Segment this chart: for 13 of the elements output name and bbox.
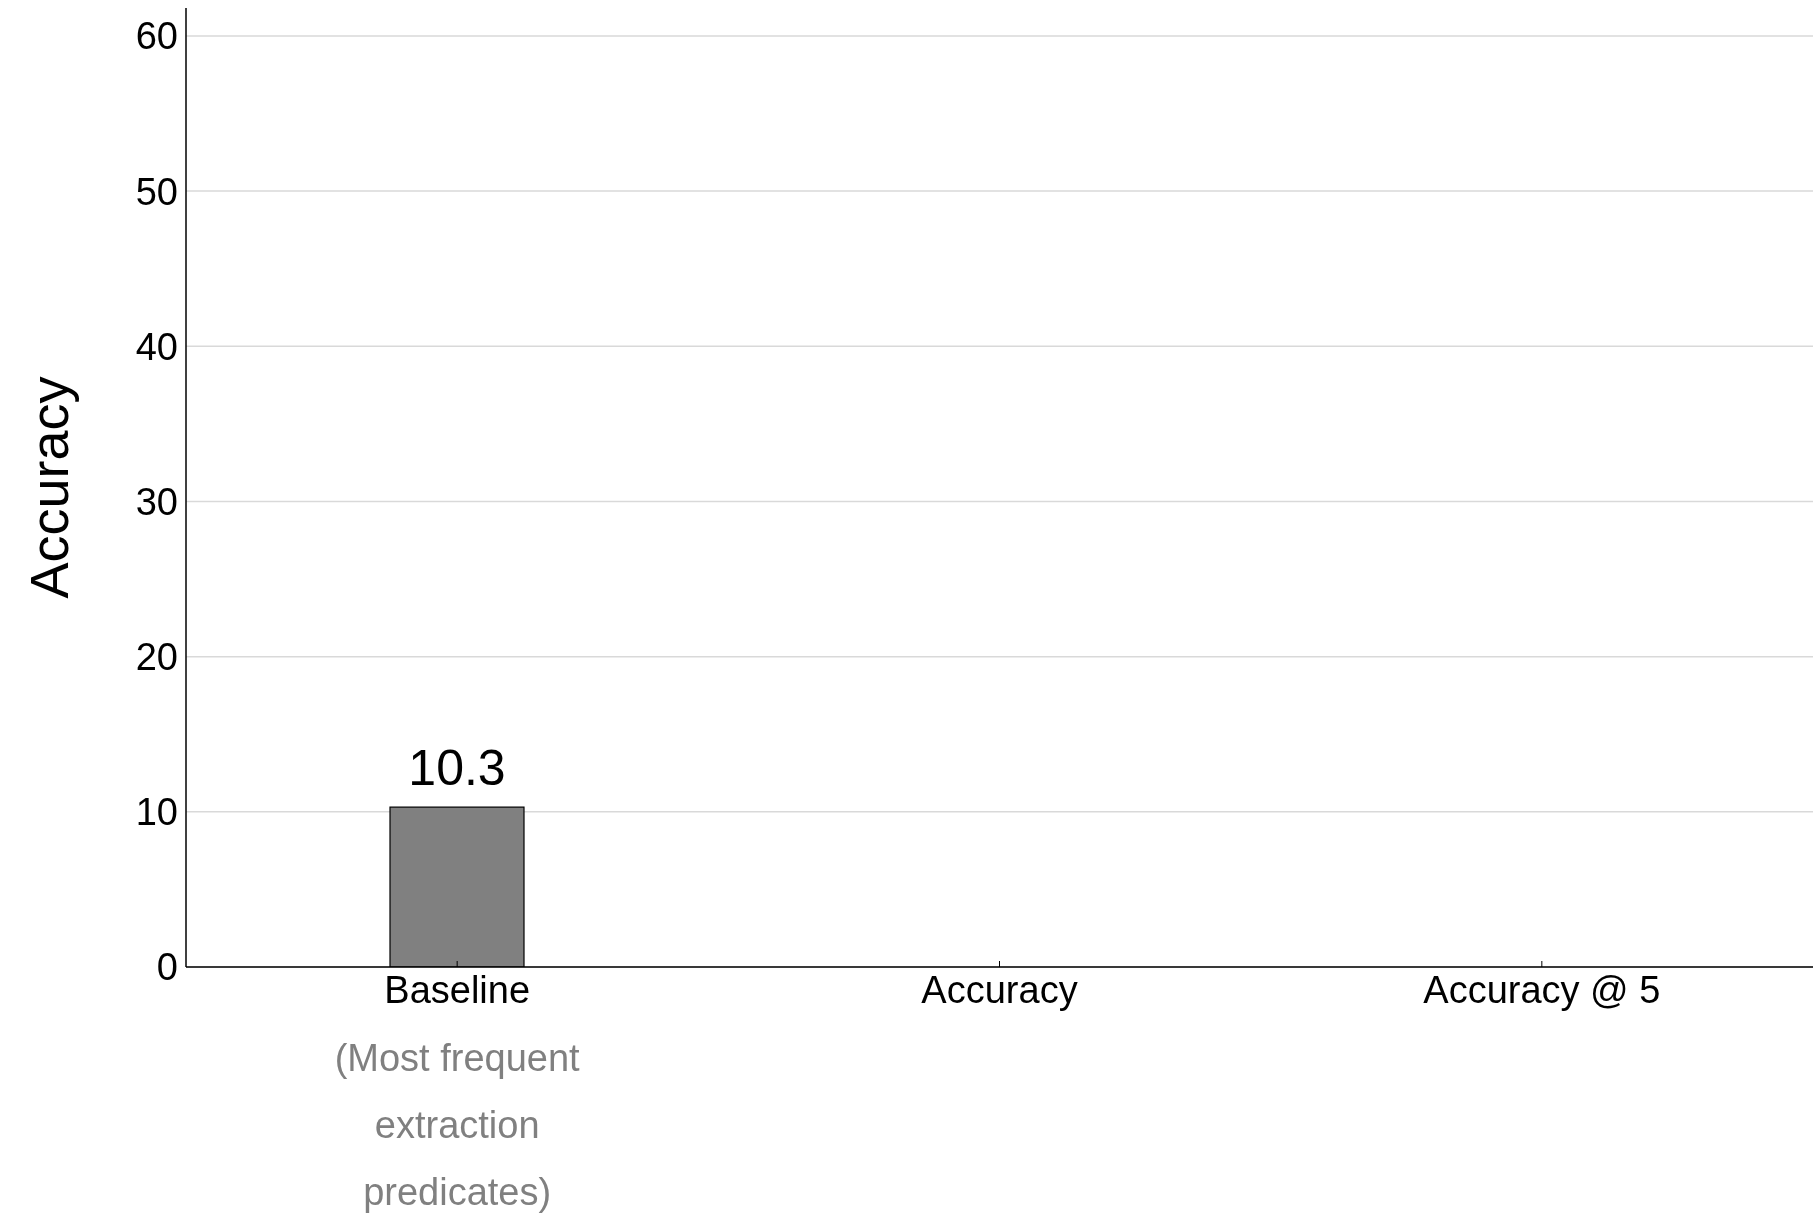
data-label: 10.3 bbox=[408, 740, 506, 797]
y-tick-label: 50 bbox=[135, 170, 178, 213]
y-tick-label: 10 bbox=[135, 791, 178, 834]
text: (Most frequent extraction predicates) bbox=[334, 1037, 581, 1213]
x-tick-label: Accuracy @ 5 bbox=[1423, 969, 1661, 1011]
x-tick-label: Accuracy bbox=[921, 969, 1078, 1011]
y-tick-label: 30 bbox=[135, 480, 178, 523]
y-tick-label: 20 bbox=[135, 636, 178, 679]
y-tick-label: 40 bbox=[135, 325, 178, 368]
y-axis-title: Accuracy bbox=[19, 376, 79, 599]
y-tick-label: 60 bbox=[135, 15, 178, 58]
y-tick-label: 0 bbox=[156, 946, 178, 989]
x-tick-label: Baseline bbox=[384, 969, 531, 1011]
